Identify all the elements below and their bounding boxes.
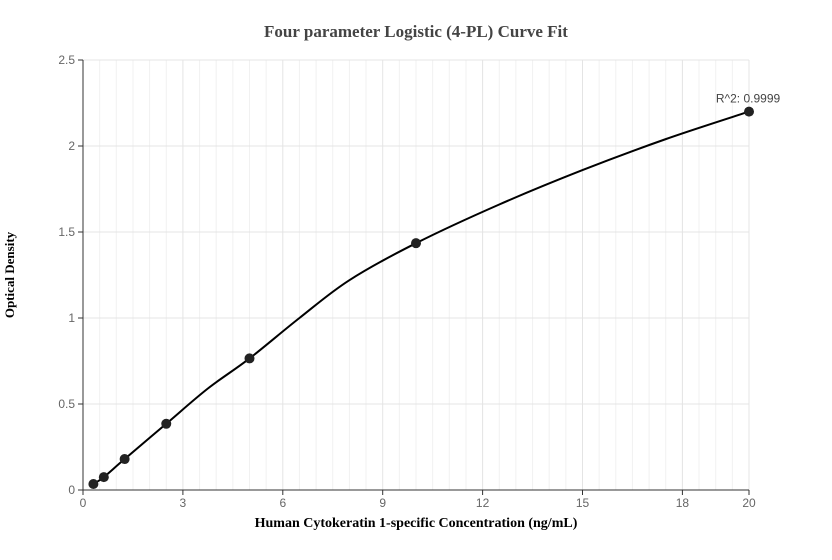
y-axis-title: Optical Density bbox=[2, 231, 17, 319]
x-tick-label: 15 bbox=[576, 496, 590, 510]
grid-lines bbox=[83, 59, 750, 490]
y-tick-label: 1.5 bbox=[58, 225, 75, 239]
data-point bbox=[98, 472, 109, 483]
data-points bbox=[88, 106, 754, 489]
data-point bbox=[411, 238, 421, 249]
y-tick-label: 2.5 bbox=[58, 53, 75, 67]
axes bbox=[78, 59, 750, 495]
data-point bbox=[244, 353, 255, 364]
x-tick-label: 3 bbox=[180, 496, 187, 510]
fit-curve bbox=[92, 110, 750, 485]
y-tick-label: 1 bbox=[68, 311, 75, 325]
x-tick-label: 18 bbox=[676, 496, 690, 510]
y-tick-label: 2 bbox=[68, 139, 75, 153]
x-tick-label: 12 bbox=[476, 496, 490, 510]
r-squared-annotation: R^2: 0.9999 bbox=[716, 92, 781, 106]
x-tick-label: 6 bbox=[279, 496, 286, 510]
x-tick-label: 0 bbox=[80, 496, 87, 510]
x-tick-label: 9 bbox=[379, 496, 386, 510]
y-tick-label: 0 bbox=[68, 483, 75, 497]
x-tick-label: 20 bbox=[742, 496, 756, 510]
y-tick-label: 0.5 bbox=[58, 397, 75, 411]
chart-title: Four parameter Logistic (4-PL) Curve Fit bbox=[264, 22, 568, 41]
tick-labels: 0 3 6 9 12 15 18 20 0 0.5 1 1.5 2 2.5 bbox=[58, 53, 756, 510]
data-point bbox=[744, 106, 754, 117]
data-point bbox=[119, 454, 130, 465]
data-point bbox=[161, 418, 172, 429]
data-point bbox=[88, 478, 99, 489]
x-axis-title: Human Cytokeratin 1-specific Concentrati… bbox=[254, 516, 578, 531]
